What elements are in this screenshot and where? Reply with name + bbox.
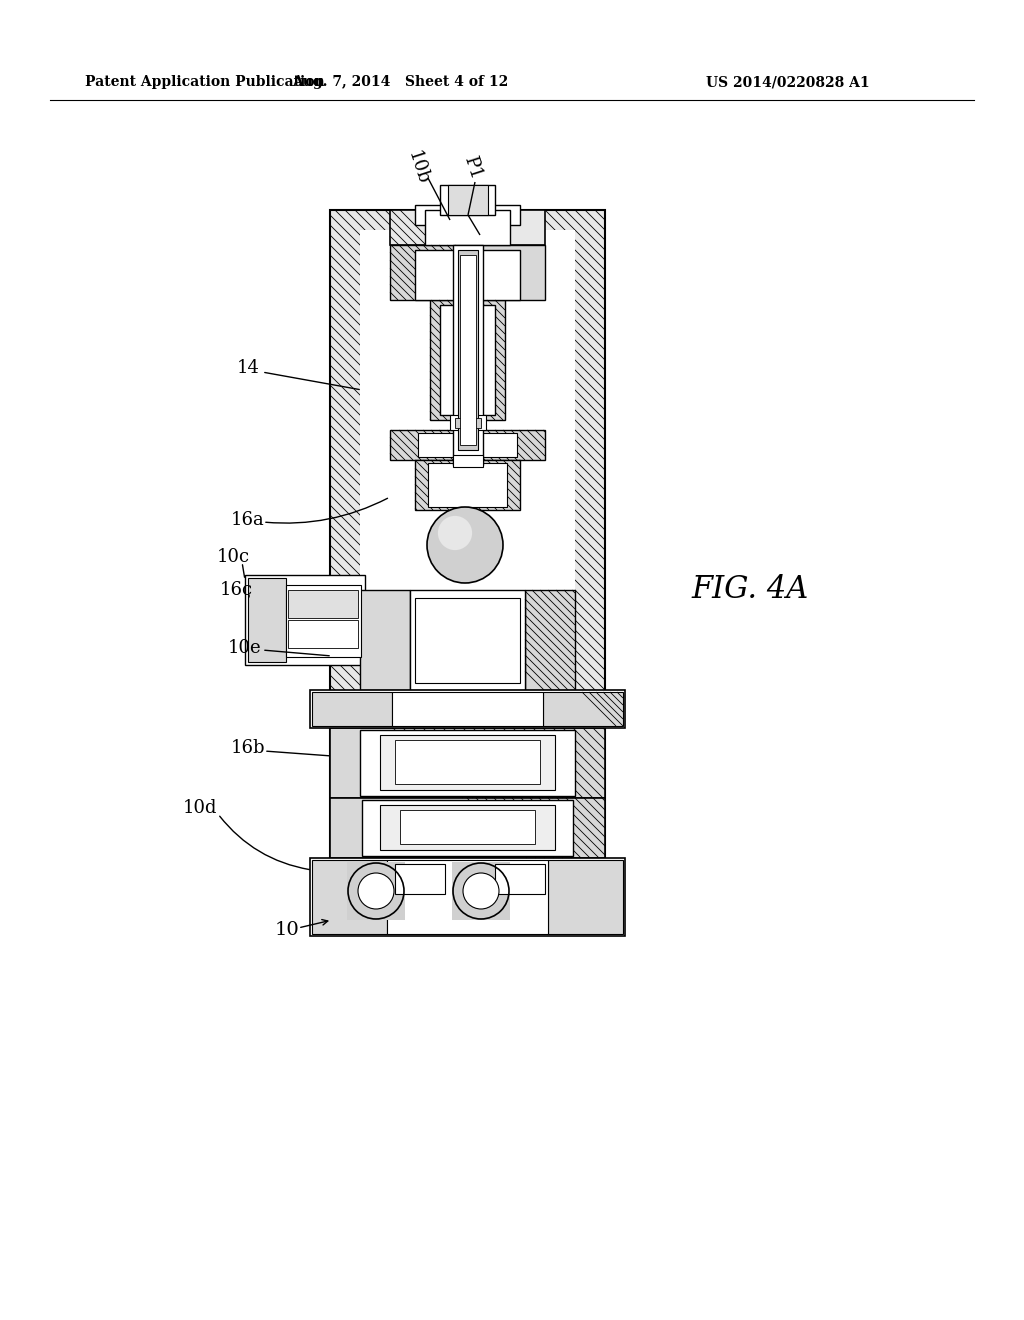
Bar [248,578,286,663]
Bar [380,735,555,789]
Bar [452,862,510,920]
Bar [387,861,548,935]
Text: Aug. 7, 2014   Sheet 4 of 12: Aug. 7, 2014 Sheet 4 of 12 [292,75,508,88]
Bar [390,430,545,459]
Bar [495,865,545,894]
Bar [310,690,625,729]
Bar [362,800,573,855]
Text: 10d: 10d [182,799,217,817]
Bar [449,185,488,215]
Bar [360,730,575,796]
Text: FIG. 4A: FIG. 4A [691,574,809,606]
Bar [455,418,481,428]
Bar [450,414,486,430]
Bar [288,590,358,618]
Bar [453,246,483,465]
Bar [286,585,361,657]
Bar [410,590,525,690]
Bar [440,185,495,215]
Text: P1: P1 [460,154,484,182]
Bar [543,692,623,726]
Bar [415,249,520,300]
Bar [460,255,476,445]
Bar [330,729,605,799]
Bar [425,210,510,246]
Bar [400,810,535,843]
Circle shape [438,516,472,550]
Bar [330,799,605,858]
Bar [415,205,520,224]
Circle shape [427,507,503,583]
Text: 10b: 10b [404,149,432,187]
Bar [395,741,540,784]
Bar [390,210,545,246]
Bar [418,433,517,457]
Bar [347,862,406,920]
Bar [245,576,365,665]
Text: US 2014/0220828 A1: US 2014/0220828 A1 [707,75,870,88]
Bar [415,598,520,682]
Bar [360,230,575,909]
Text: 10c: 10c [216,548,250,566]
Text: 16c: 16c [219,581,253,599]
Bar [548,861,623,935]
Bar [428,463,507,507]
Bar [360,590,410,690]
Bar [395,865,445,894]
Bar [380,805,555,850]
Bar [525,590,575,690]
Text: 16a: 16a [231,511,265,529]
Circle shape [463,873,499,909]
Bar [330,210,605,931]
Bar [392,692,543,726]
Circle shape [358,873,394,909]
Text: 10: 10 [274,921,299,939]
Text: 16b: 16b [230,739,265,756]
Bar [453,455,483,467]
Bar [458,249,478,450]
Bar [415,459,520,510]
Bar [312,692,392,726]
Bar [312,861,387,935]
Bar [310,858,625,936]
Bar [288,620,358,648]
Text: Patent Application Publication: Patent Application Publication [85,75,325,88]
Bar [440,305,495,414]
Bar [430,300,505,420]
Text: 10e: 10e [228,639,262,657]
Bar [390,246,545,300]
Text: 14: 14 [237,359,259,378]
